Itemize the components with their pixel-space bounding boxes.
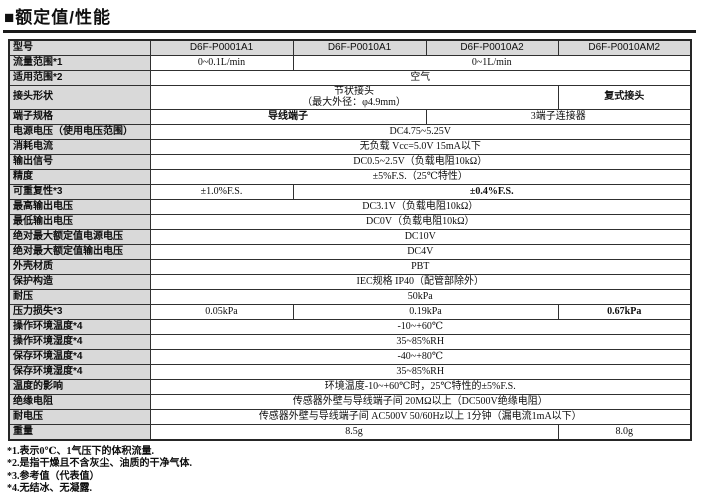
spec-value-cell: DC4.75~5.25V — [149, 124, 692, 141]
spec-row-label: 操作环境温度*4 — [8, 319, 151, 336]
spec-row: 保存环境湿度*4 35~85%RH — [8, 364, 692, 381]
spec-row-label: 适用范围*2 — [8, 69, 151, 86]
model-row-label: 型号 — [8, 39, 151, 56]
spec-row-label: 精度 — [8, 169, 151, 186]
spec-value-cell: 空气 — [149, 69, 692, 86]
spec-value-cell: 50kPa — [149, 289, 692, 306]
spec-row-label: 消耗电流 — [8, 139, 151, 156]
spec-value-cell: 0.19kPa — [292, 304, 559, 321]
spec-value-cell: 8.5g — [149, 424, 559, 441]
spec-value-cell: DC0V（负载电阻10kΩ） — [149, 214, 692, 231]
spec-row-label: 保存环境湿度*4 — [8, 364, 151, 381]
spec-row-label: 保存环境温度*4 — [8, 349, 151, 366]
spec-value-cell: 0.67kPa — [557, 304, 692, 321]
spec-row: 流量范围*1 0~0.1L/min 0~1L/min — [8, 54, 692, 71]
spec-value-cell: 3端子连接器 — [425, 109, 692, 126]
spec-row-label: 外壳材质 — [8, 259, 151, 276]
spec-row-label: 最低输出电压 — [8, 214, 151, 231]
spec-row-label: 温度的影响 — [8, 379, 151, 396]
spec-value-cell: DC3.1V（负载电阻10kΩ） — [149, 199, 692, 216]
spec-row: 耐压 50kPa — [8, 289, 692, 306]
spec-row: 重量 8.5g 8.0g — [8, 424, 692, 441]
footnote-3: *3.参考值（代表值） — [7, 470, 100, 482]
spec-row: 外壳材质 PBT — [8, 259, 692, 276]
spec-row: 操作环境温度*4 -10~+60℃ — [8, 319, 692, 336]
spec-row: 适用范围*2 空气 — [8, 69, 692, 86]
spec-value-cell: 无负载 Vcc=5.0V 15mA以下 — [149, 139, 692, 156]
page-title: ■额定值/性能 — [4, 8, 111, 27]
spec-value-cell: 复式接头 — [557, 84, 692, 111]
spec-row-label: 电源电压（使用电压范围） — [8, 124, 151, 141]
model-header-D6F-P0010AM2: D6F-P0010AM2 — [557, 39, 692, 56]
footnote-1: *1.表示0℃、1气压下的体积流量. — [7, 445, 154, 457]
spec-value-cell: ±0.4%F.S. — [292, 184, 692, 201]
spec-value-cell: -10~+60℃ — [149, 319, 692, 336]
spec-row-label: 可重复性*3 — [8, 184, 151, 201]
footnotes: *1.表示0℃、1气压下的体积流量. *2.是指干燥且不含灰尘、油质的干净气体. *… — [7, 446, 696, 496]
spec-value-cell: 35~85%RH — [149, 334, 692, 351]
spec-row: 压力损失*3 0.05kPa 0.19kPa 0.67kPa — [8, 304, 692, 321]
spec-row: 绝对最大额定值输出电压 DC4V — [8, 244, 692, 261]
spec-value-cell: 传感器外壁与导线端子间 20MΩ以上（DC500V绝缘电阻） — [149, 394, 692, 411]
spec-row-label: 压力损失*3 — [8, 304, 151, 321]
spec-row: 温度的影响 环境温度-10~+60℃时，25℃特性的±5%F.S. — [8, 379, 692, 396]
spec-value-cell: -40~+80℃ — [149, 349, 692, 366]
spec-row: 最高输出电压 DC3.1V（负载电阻10kΩ） — [8, 199, 692, 216]
spec-value-cell: ±5%F.S.（25℃特性） — [149, 169, 692, 186]
footnote-4: *4.无结冰、无凝露. — [7, 483, 92, 495]
spec-row-label: 流量范围*1 — [8, 54, 151, 71]
spec-row: 保存环境温度*4 -40~+80℃ — [8, 349, 692, 366]
spec-header-row: 型号 D6F-P0001A1 D6F-P0010A1 D6F-P0010A2 D6F-P… — [8, 39, 692, 56]
spec-value-cell: 导线端子 — [149, 109, 427, 126]
model-header-D6F-P0010A1: D6F-P0010A1 — [292, 39, 427, 56]
spec-value-cell: 35~85%RH — [149, 364, 692, 381]
spec-value-cell: 0.05kPa — [149, 304, 294, 321]
spec-row-label: 操作环境湿度*4 — [8, 334, 151, 351]
spec-value-cell: IEC规格 IP40（配管部除外） — [149, 274, 692, 291]
spec-row-label: 耐电压 — [8, 409, 151, 426]
spec-value-cell: PBT — [149, 259, 692, 276]
spec-row-label: 耐压 — [8, 289, 151, 306]
spec-row: 操作环境湿度*4 35~85%RH — [8, 334, 692, 351]
spec-row: 绝缘电阻 传感器外壁与导线端子间 20MΩ以上（DC500V绝缘电阻） — [8, 394, 692, 411]
spec-row-label: 绝对最大额定值输出电压 — [8, 244, 151, 261]
spec-row-label: 绝对最大额定值电源电压 — [8, 229, 151, 246]
spec-row-label: 输出信号 — [8, 154, 151, 171]
spec-table: 型号 D6F-P0001A1 D6F-P0010A1 D6F-P0010A2 D6F-P… — [8, 39, 692, 441]
title-rule — [3, 30, 696, 33]
spec-row: 电源电压（使用电压范围） DC4.75~5.25V — [8, 124, 692, 141]
spec-value-cell: 传感器外壁与导线端子间 AC500V 50/60Hz以上 1分钟（漏电流1mA以… — [149, 409, 692, 426]
model-header-D6F-P0010A2: D6F-P0010A2 — [425, 39, 559, 56]
spec-value-cell: 环境温度-10~+60℃时，25℃特性的±5%F.S. — [149, 379, 692, 396]
spec-value-cell: 8.0g — [557, 424, 692, 441]
spec-row: 可重复性*3 ±1.0%F.S. ±0.4%F.S. — [8, 184, 692, 201]
spec-row-label: 接头形状 — [8, 84, 151, 111]
spec-row-label: 重量 — [8, 424, 151, 441]
spec-row: 精度 ±5%F.S.（25℃特性） — [8, 169, 692, 186]
spec-row: 输出信号 DC0.5~2.5V（负载电阻10kΩ） — [8, 154, 692, 171]
spec-value-cell: DC4V — [149, 244, 692, 261]
spec-value-cell: ±1.0%F.S. — [149, 184, 294, 201]
spec-row-label: 端子规格 — [8, 109, 151, 126]
model-header-D6F-P0001A1: D6F-P0001A1 — [149, 39, 294, 56]
spec-row: 端子规格 导线端子 3端子连接器 — [8, 109, 692, 126]
spec-value-cell: 节状接头 （最大外径：φ4.9mm） — [149, 84, 559, 111]
spec-row: 消耗电流 无负载 Vcc=5.0V 15mA以下 — [8, 139, 692, 156]
spec-row-label: 最高输出电压 — [8, 199, 151, 216]
spec-value-cell: 0~1L/min — [292, 54, 692, 71]
spec-row: 接头形状 节状接头 （最大外径：φ4.9mm） 复式接头 — [8, 84, 692, 111]
spec-value-cell: DC0.5~2.5V（负载电阻10kΩ） — [149, 154, 692, 171]
spec-value-cell: 0~0.1L/min — [149, 54, 294, 71]
spec-row: 耐电压 传感器外壁与导线端子间 AC500V 50/60Hz以上 1分钟（漏电流1… — [8, 409, 692, 426]
spec-value-cell: DC10V — [149, 229, 692, 246]
spec-row-label: 保护构造 — [8, 274, 151, 291]
footnote-2: *2.是指干燥且不含灰尘、油质的干净气体. — [7, 458, 192, 470]
spec-row: 绝对最大额定值电源电压 DC10V — [8, 229, 692, 246]
spec-row: 最低输出电压 DC0V（负载电阻10kΩ） — [8, 214, 692, 231]
spec-row-label: 绝缘电阻 — [8, 394, 151, 411]
spec-row: 保护构造 IEC规格 IP40（配管部除外） — [8, 274, 692, 291]
